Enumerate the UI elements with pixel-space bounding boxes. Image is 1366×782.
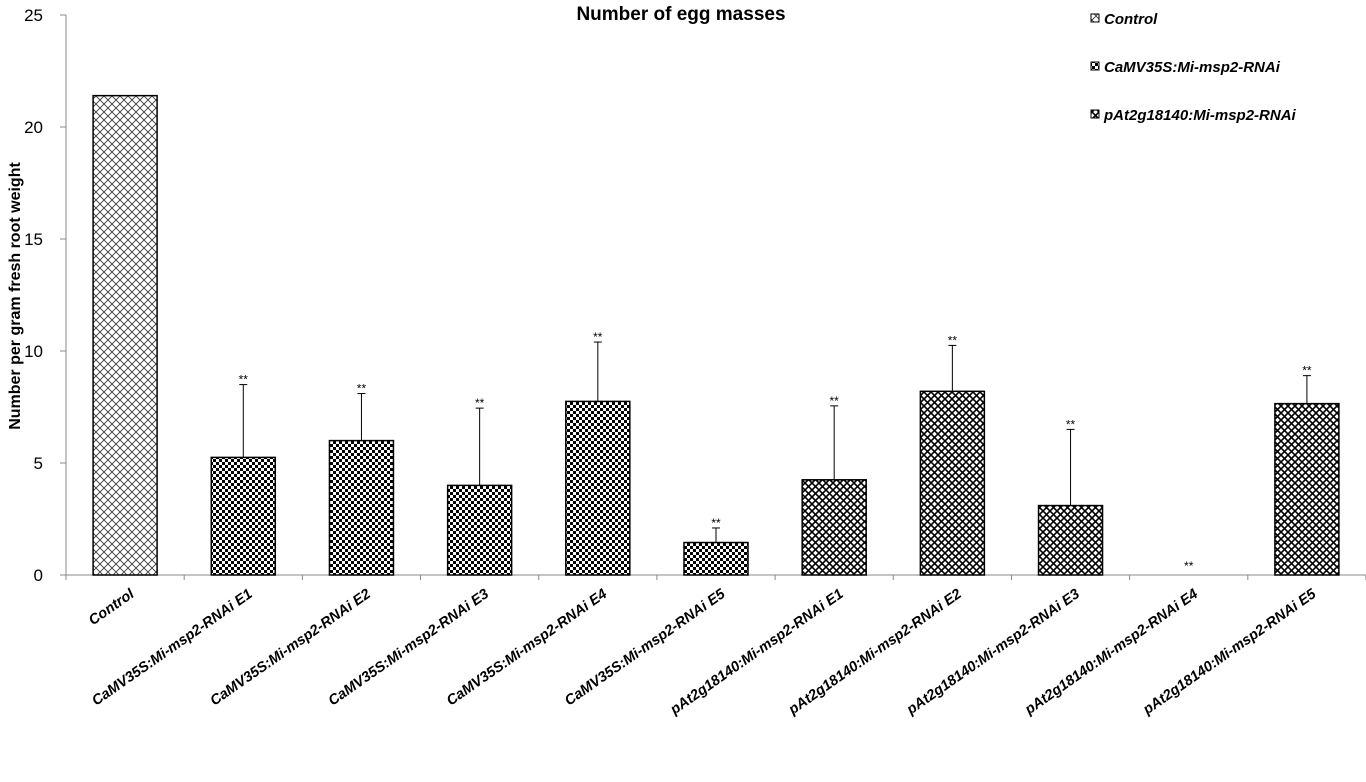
significance-marker: ** bbox=[711, 516, 721, 530]
y-tick-label: 20 bbox=[24, 118, 43, 137]
bar bbox=[92, 94, 158, 576]
y-ticks: 0 5 10 15 20 25 bbox=[24, 6, 66, 585]
significance-marker: ** bbox=[475, 396, 485, 410]
significance-marker: ** bbox=[830, 394, 840, 408]
y-tick-label: 10 bbox=[24, 342, 43, 361]
x-tick-label: Control bbox=[86, 586, 138, 629]
y-tick-label: 25 bbox=[24, 6, 43, 25]
bar bbox=[919, 390, 986, 576]
legend-swatch-pat2g18140 bbox=[1090, 109, 1100, 119]
bar bbox=[1274, 402, 1340, 576]
bar bbox=[683, 541, 749, 576]
y-axis-label: Number per gram fresh root weight bbox=[7, 162, 24, 430]
y-tick-label: 0 bbox=[34, 566, 43, 585]
significance-marker: ** bbox=[357, 382, 367, 396]
y-tick-label: 5 bbox=[34, 454, 43, 473]
bar bbox=[210, 456, 277, 576]
legend-label-camv35s: CaMV35S:Mi-msp2-RNAi bbox=[1104, 59, 1281, 76]
y-tick-label: 15 bbox=[24, 230, 43, 249]
significance-marker: ** bbox=[1066, 417, 1076, 431]
bars: ** ** ** ** ** ** ** ** ** ** bbox=[92, 94, 1340, 576]
significance-marker: ** bbox=[239, 373, 249, 387]
bar bbox=[446, 484, 513, 576]
legend-swatch-control bbox=[1090, 13, 1100, 23]
bar bbox=[328, 439, 395, 576]
bar bbox=[1037, 504, 1104, 576]
significance-marker: ** bbox=[1302, 364, 1312, 378]
significance-marker: ** bbox=[1184, 559, 1194, 573]
significance-marker: ** bbox=[948, 333, 958, 347]
significance-marker: ** bbox=[593, 330, 603, 344]
legend-label-pat2g18140: pAt2g18140:Mi-msp2-RNAi bbox=[1103, 107, 1297, 124]
bar bbox=[565, 400, 631, 576]
bar bbox=[801, 479, 867, 576]
chart-title: Number of egg masses bbox=[576, 4, 785, 25]
legend: Control CaMV35S:Mi-msp2-RNAi pAt2g18140:… bbox=[1090, 11, 1297, 124]
legend-swatch-camv35s bbox=[1090, 61, 1100, 71]
legend-label-control: Control bbox=[1104, 11, 1158, 28]
